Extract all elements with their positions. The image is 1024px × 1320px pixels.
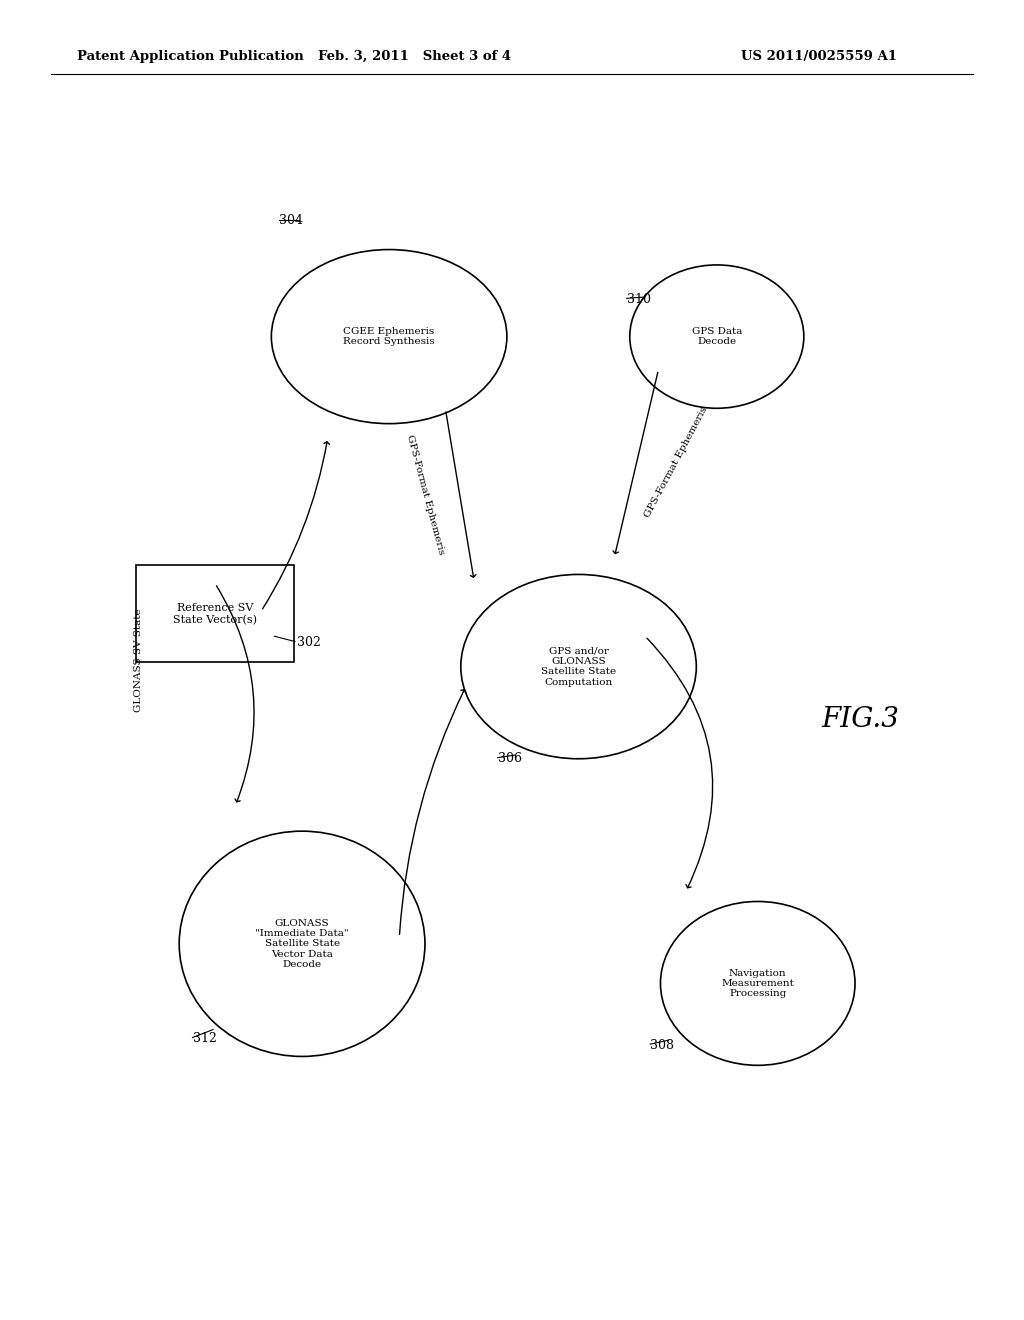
Text: GPS-Format Ephemeris: GPS-Format Ephemeris — [404, 434, 445, 556]
Text: 308: 308 — [650, 1039, 674, 1052]
Text: GPS Data
Decode: GPS Data Decode — [691, 327, 742, 346]
Text: Navigation
Measurement
Processing: Navigation Measurement Processing — [721, 969, 795, 998]
Text: 304: 304 — [279, 214, 302, 227]
Text: GPS-Format Ephemeris: GPS-Format Ephemeris — [643, 405, 709, 519]
Text: GLONASS
"Immediate Data"
Satellite State
Vector Data
Decode: GLONASS "Immediate Data" Satellite State… — [255, 919, 349, 969]
Ellipse shape — [271, 249, 507, 424]
Text: GPS and/or
GLONASS
Satellite State
Computation: GPS and/or GLONASS Satellite State Compu… — [541, 647, 616, 686]
Text: GLONASS SV State: GLONASS SV State — [134, 609, 142, 711]
Text: 306: 306 — [498, 752, 521, 766]
FancyBboxPatch shape — [135, 565, 295, 663]
Ellipse shape — [461, 574, 696, 759]
Ellipse shape — [660, 902, 855, 1065]
Text: Reference SV
State Vector(s): Reference SV State Vector(s) — [173, 603, 257, 624]
Text: 302: 302 — [297, 636, 321, 649]
Ellipse shape — [179, 832, 425, 1056]
Text: FIG.3: FIG.3 — [821, 706, 899, 733]
Text: Patent Application Publication: Patent Application Publication — [77, 50, 303, 63]
Ellipse shape — [630, 265, 804, 408]
Text: Feb. 3, 2011   Sheet 3 of 4: Feb. 3, 2011 Sheet 3 of 4 — [318, 50, 511, 63]
Text: CGEE Ephemeris
Record Synthesis: CGEE Ephemeris Record Synthesis — [343, 327, 435, 346]
Text: 310: 310 — [627, 293, 650, 306]
Text: 312: 312 — [193, 1032, 216, 1045]
Text: US 2011/0025559 A1: US 2011/0025559 A1 — [741, 50, 897, 63]
